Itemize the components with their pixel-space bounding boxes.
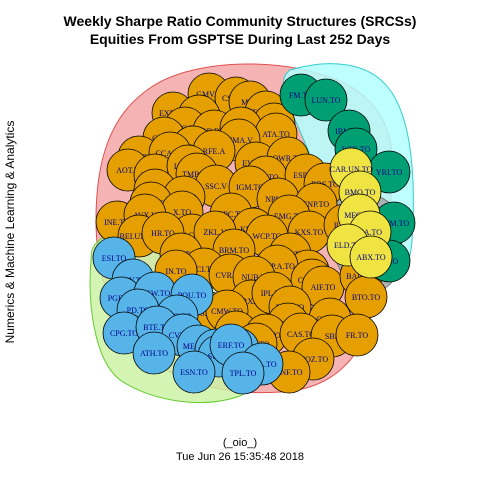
node-label: ATA.TO	[262, 130, 290, 139]
node-label: ESI.TO	[102, 254, 127, 263]
title-line-1: Weekly Sharpe Ratio Community Structures…	[63, 13, 417, 29]
node-label: BRS.TO	[311, 180, 339, 189]
node-label: IGM.TO	[236, 183, 264, 192]
node-label: FM.TO	[289, 91, 313, 100]
node-label: MMA.V	[225, 136, 253, 145]
node-label: ERF.TO	[218, 341, 245, 350]
node-circle[interactable]	[132, 331, 176, 375]
node-circle[interactable]	[304, 78, 348, 122]
node-label: EMP.A.TO	[259, 262, 295, 271]
node-label: TPL.TO	[230, 369, 257, 378]
node-label: FR.TO	[346, 331, 369, 340]
node-label: NUB.V	[242, 273, 267, 282]
title-line-2: Equities From GSPTSE During Last 252 Day…	[89, 31, 391, 47]
node-label: OWR.TO	[272, 154, 303, 163]
node-label: SSC.V	[205, 182, 227, 191]
node-label: INE.TO	[104, 218, 130, 227]
node-label: EMG.TO	[274, 212, 305, 221]
node-label: CGW.TO	[140, 289, 171, 298]
node-label: CAR.UN.TO	[330, 165, 373, 174]
node-label: RFE.A	[203, 147, 226, 156]
node-label: CVR.TO	[216, 271, 245, 280]
node-label: IPL.TO	[261, 289, 286, 298]
node-label: POU.TO	[178, 291, 207, 300]
graph-node[interactable]: FR.TO	[335, 313, 379, 357]
graph-node[interactable]: ABX.TO	[349, 235, 393, 279]
node-label: ELD.TO	[334, 241, 362, 250]
node-label: PD.TO	[127, 306, 150, 315]
node-label: TMB.TO	[182, 170, 212, 179]
graph-node[interactable]: BTO.TO	[344, 275, 388, 319]
footer: (_oio_) Tue Jun 26 15:35:48 2018	[0, 436, 480, 464]
node-label: SBF	[325, 332, 340, 341]
node-label: CPG.TO	[110, 329, 138, 338]
node-label: ZKL.V	[203, 228, 227, 237]
footer-timestamp: Tue Jun 26 15:35:48 2018	[175, 451, 305, 463]
node-label: CAS.TO	[287, 330, 315, 339]
node-circle[interactable]	[335, 313, 379, 357]
node-label: IN.TO	[166, 267, 187, 276]
graph-node[interactable]: LUN.TO	[304, 78, 348, 122]
footer-signature: (_oio_)	[222, 437, 258, 449]
graph-node[interactable]: TPL.TO	[221, 351, 265, 395]
node-label: LAC.TO	[178, 231, 207, 240]
node-label: WCP.TO	[253, 232, 282, 241]
node-label: MOZ.TO	[298, 355, 329, 364]
node-label: BTE.TO	[143, 323, 171, 332]
node-label: LUN.TO	[312, 96, 341, 105]
node-label: YRI.TO	[376, 168, 403, 177]
node-circle[interactable]	[172, 350, 216, 394]
node-label: AIF.TO	[311, 283, 336, 292]
node-label: ENF.TO	[276, 368, 303, 377]
node-label: BTO.TO	[352, 293, 381, 302]
node-label: GMV.V	[196, 90, 222, 99]
node-label: MPC.TO	[216, 210, 246, 219]
node-label: CCA.TO	[156, 149, 185, 158]
node-label: ECI.TO	[191, 265, 217, 274]
node-label: AOT.V	[116, 166, 140, 175]
node-circle[interactable]	[349, 235, 393, 279]
node-circle[interactable]	[221, 351, 265, 395]
node-label: CMW.TO	[211, 307, 243, 316]
node-label: VRX.TO	[236, 297, 266, 306]
chart-title: Weekly Sharpe Ratio Community Structures…	[0, 12, 480, 48]
node-label: BEI.UN.TO	[120, 232, 159, 241]
node-label: BRM.TO	[219, 246, 250, 255]
node-label: SNP.TO	[303, 200, 330, 209]
graph-nodes: GMV.VCSU.TOMTVTCN.TOGIL.TOEXE.TOIFC.TOHC…	[92, 72, 416, 395]
node-label: AEM.TO	[379, 219, 410, 228]
node-label: HR.TO	[151, 229, 175, 238]
node-label: KXS.TO	[295, 228, 324, 237]
graph-node[interactable]: ATH.TO	[132, 331, 176, 375]
graph-node[interactable]: ESN.TO	[172, 350, 216, 394]
node-label: ABX.TO	[356, 253, 386, 262]
node-label: ESN.TO	[180, 368, 208, 377]
node-label: ATH.TO	[140, 349, 168, 358]
node-label: X.TO	[173, 208, 192, 217]
node-label: NA.TO	[358, 228, 382, 237]
node-label: BMO.TO	[345, 188, 376, 197]
